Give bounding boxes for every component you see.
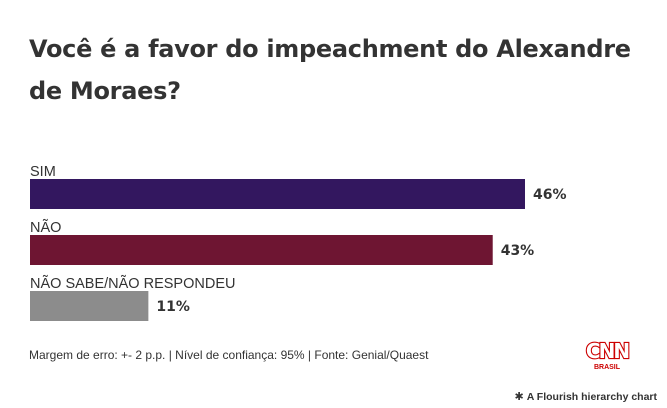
logo-text: CNN bbox=[586, 339, 628, 363]
bar-1[interactable] bbox=[30, 235, 493, 265]
value-label-0: 46% bbox=[533, 187, 567, 203]
logo-subtext: BRASIL bbox=[594, 364, 621, 371]
category-label-0: SIM bbox=[30, 164, 56, 180]
cnn-brasil-logo: CNN BRASIL bbox=[585, 338, 631, 371]
bar-0[interactable] bbox=[30, 179, 525, 209]
chart-title: Você é a favor do impeachment do Alexand… bbox=[29, 35, 631, 105]
category-label-2: NÃO SABE/NÃO RESPONDEU bbox=[30, 275, 235, 292]
flourish-star-icon: ✱ bbox=[514, 391, 524, 403]
credit-text: A Flourish hierarchy chart bbox=[526, 390, 657, 403]
category-label-1: NÃO bbox=[30, 219, 61, 236]
flourish-credit[interactable]: ✱ A Flourish hierarchy chart bbox=[514, 390, 657, 404]
value-label-2: 11% bbox=[156, 299, 190, 315]
bar-chart: SIM 46% NÃO 43% NÃO SABE/NÃO RESPONDEU 11% bbox=[30, 164, 567, 321]
bar-2[interactable] bbox=[30, 291, 149, 321]
value-label-1: 43% bbox=[501, 243, 535, 259]
footer-note: Margem de erro: +- 2 p.p. | Nível de con… bbox=[29, 348, 429, 362]
